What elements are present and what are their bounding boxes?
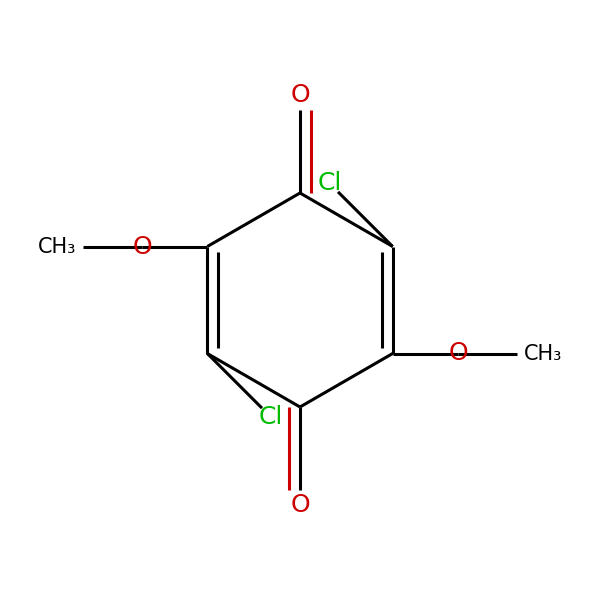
Text: O: O xyxy=(448,341,468,365)
Text: O: O xyxy=(290,83,310,107)
Text: CH₃: CH₃ xyxy=(523,343,562,364)
Text: CH₃: CH₃ xyxy=(38,236,77,257)
Text: Cl: Cl xyxy=(317,172,342,196)
Text: O: O xyxy=(290,493,310,517)
Text: Cl: Cl xyxy=(258,404,283,428)
Text: O: O xyxy=(132,235,152,259)
